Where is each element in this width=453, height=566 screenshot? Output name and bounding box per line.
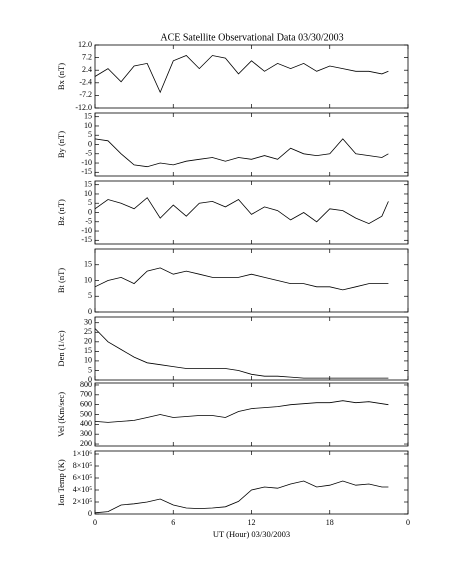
y-axis-label: Den (1/cc): [56, 330, 66, 366]
y-tick-label: 700: [80, 390, 92, 399]
data-line: [94, 480, 389, 514]
y-tick-label: 20: [84, 337, 92, 346]
chart-title: ACE Satellite Observational Data 03/30/2…: [160, 32, 343, 43]
y-tick-label: 5: [88, 291, 92, 300]
x-tick-label: 6: [171, 518, 175, 527]
y-tick-label: -5: [85, 217, 92, 226]
y-tick-label: 15: [84, 180, 92, 189]
x-tick-label: 18: [326, 518, 334, 527]
x-tick-label: 0: [406, 518, 410, 527]
y-tick-label: 5: [88, 198, 92, 207]
y-tick-label: 6×10⁵: [73, 473, 93, 482]
data-line: [94, 197, 389, 225]
y-tick-label: -12.0: [75, 103, 92, 112]
y-tick-label: 300: [80, 429, 92, 438]
y-tick-label: -10: [81, 226, 92, 235]
data-line: [94, 267, 389, 291]
y-tick-label: -15: [81, 167, 92, 176]
y-tick-label: 500: [80, 409, 92, 418]
data-line: [94, 138, 389, 168]
data-line: [94, 55, 389, 94]
y-tick-label: -2.4: [79, 78, 92, 87]
panel-frame: [94, 450, 409, 515]
x-tick-label: 0: [93, 518, 97, 527]
y-tick-label: 4×10⁵: [73, 485, 93, 494]
y-tick-label: 200: [80, 439, 92, 448]
y-tick-label: 5: [88, 365, 92, 374]
x-axis-label: UT (Hour) 03/30/2003: [213, 529, 290, 539]
y-tick-label: -7.2: [79, 90, 92, 99]
y-tick-label: -15: [81, 235, 92, 244]
y-axis-label: By (nT): [56, 131, 66, 158]
y-tick-label: 8×10⁵: [73, 461, 93, 470]
y-tick-label: 600: [80, 399, 92, 408]
y-tick-label: 10: [84, 121, 92, 130]
y-tick-label: 1×10⁶: [73, 449, 93, 458]
y-tick-label: 2.4: [82, 65, 92, 74]
panel-frame: [94, 248, 409, 313]
y-tick-label: 25: [84, 327, 92, 336]
y-axis-label: Bt (nT): [56, 268, 66, 293]
panel-frame: [94, 44, 409, 109]
panel-frame: [94, 180, 409, 245]
y-tick-label: 10: [84, 356, 92, 365]
y-tick-label: 0: [88, 375, 92, 384]
y-tick-label: 30: [84, 318, 92, 327]
y-axis-label: Bz (nT): [56, 199, 66, 226]
y-tick-label: 800: [80, 380, 92, 389]
x-tick-label: 12: [248, 518, 256, 527]
y-tick-label: 2×10⁵: [73, 497, 93, 506]
y-tick-label: 10: [84, 189, 92, 198]
data-line: [94, 328, 389, 379]
y-tick-label: 400: [80, 419, 92, 428]
y-tick-label: 15: [84, 112, 92, 121]
y-axis-label: Vel (Km/sec): [56, 392, 66, 437]
y-tick-label: 0: [88, 509, 92, 518]
y-tick-label: 0: [88, 139, 92, 148]
y-tick-label: 15: [84, 346, 92, 355]
panel-frame: [94, 112, 409, 177]
y-tick-label: 15: [84, 260, 92, 269]
panel-frame: [94, 382, 409, 447]
y-tick-label: -10: [81, 158, 92, 167]
y-axis-label: Ion Temp (K): [56, 459, 66, 506]
y-tick-label: 12.0: [78, 40, 92, 49]
y-tick-label: 0: [88, 307, 92, 316]
y-tick-label: 5: [88, 130, 92, 139]
y-tick-label: 10: [84, 275, 92, 284]
data-line: [94, 400, 389, 423]
y-axis-label: Bx (nT): [56, 63, 66, 90]
y-tick-label: 0: [88, 207, 92, 216]
panel-frame: [94, 316, 409, 381]
y-tick-label: -5: [85, 149, 92, 158]
y-tick-label: 7.2: [82, 52, 92, 61]
